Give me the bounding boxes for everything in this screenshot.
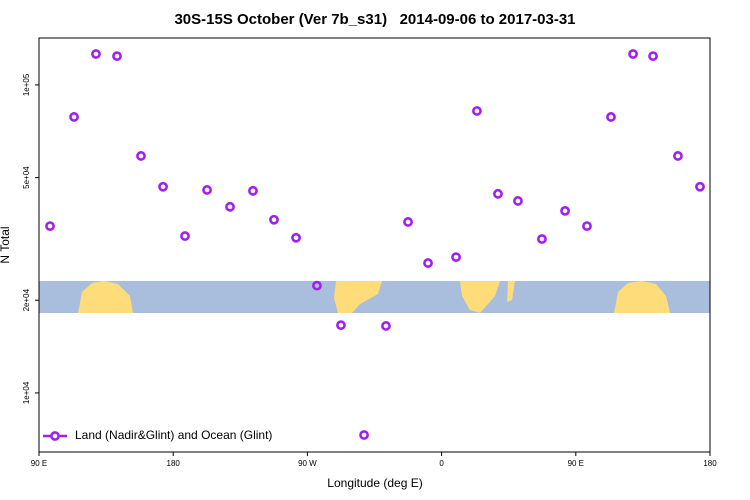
point xyxy=(336,320,346,331)
point xyxy=(225,201,235,212)
legend-label: Land (Nadir&Glint) and Ocean (Glint) xyxy=(75,428,272,442)
point xyxy=(91,49,101,59)
point xyxy=(560,205,570,216)
y-tick-label: 1e+04 xyxy=(22,381,31,404)
point xyxy=(248,185,258,196)
point xyxy=(269,214,279,225)
y-tick-label: 1e+05 xyxy=(22,73,31,96)
point xyxy=(537,234,547,244)
point xyxy=(69,112,79,122)
point xyxy=(582,221,592,232)
point xyxy=(472,106,482,116)
point xyxy=(291,232,301,243)
x-tick-label: 180 xyxy=(167,459,181,468)
point xyxy=(451,252,461,263)
point xyxy=(158,181,168,192)
plot-frame xyxy=(38,37,711,453)
point xyxy=(180,231,190,241)
x-axis-label: Longitude (deg E) xyxy=(327,476,422,490)
point xyxy=(695,181,705,192)
map-band xyxy=(39,281,710,313)
x-tick-label: 180 xyxy=(703,459,717,468)
point xyxy=(136,151,146,161)
point xyxy=(648,51,658,62)
point xyxy=(493,188,503,199)
x-tick-label: 0 xyxy=(439,459,444,468)
point xyxy=(673,151,683,161)
point xyxy=(423,258,433,268)
chart-title: 30S-15S October (Ver 7b_s31) 2014-09-06 … xyxy=(174,11,575,28)
point xyxy=(513,196,523,206)
point xyxy=(359,430,369,440)
point xyxy=(381,321,391,331)
y-tick-label: 2e+04 xyxy=(22,288,31,311)
y-axis-label: N Total xyxy=(0,226,12,263)
point xyxy=(312,280,322,291)
legend-marker xyxy=(50,431,60,441)
point xyxy=(45,221,55,232)
point xyxy=(628,49,638,59)
point xyxy=(202,185,212,195)
x-tick-label: 90 W xyxy=(298,459,317,468)
x-tick-label: 90 E xyxy=(31,459,47,468)
point xyxy=(112,51,122,62)
point xyxy=(606,112,616,122)
y-tick-label: 5e+04 xyxy=(22,166,31,189)
point xyxy=(403,217,413,227)
x-tick-label: 90 E xyxy=(568,459,584,468)
